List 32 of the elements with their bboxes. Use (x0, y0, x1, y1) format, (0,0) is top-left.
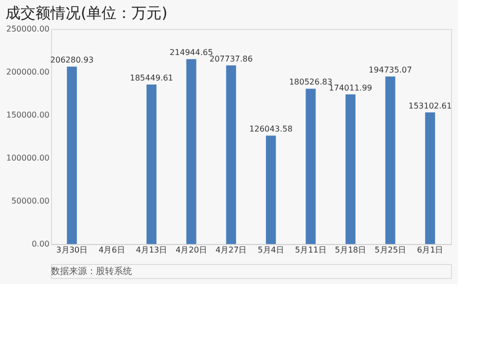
x-tick-label: 5月11日 (295, 246, 326, 254)
y-tick-label: 100000.00 (6, 154, 50, 162)
y-tick-label: 50000.00 (11, 196, 50, 206)
bar (385, 76, 396, 244)
bar (346, 94, 356, 244)
y-tick-label: 0.00 (32, 240, 50, 248)
bar (66, 66, 77, 244)
data-label: 126043.58 (249, 124, 293, 134)
x-tick-label: 6月1日 (417, 246, 444, 254)
source-note: 数据来源：股转系统 (51, 266, 132, 277)
bar (425, 112, 436, 244)
chart-title: 成交额情况(单位：万元) (6, 4, 168, 22)
data-label: 206280.93 (50, 56, 94, 65)
bar (266, 136, 276, 244)
bar (306, 88, 316, 244)
x-tick-label: 4月13日 (136, 246, 168, 254)
y-tick-label: 200000.00 (6, 68, 50, 76)
x-tick-label: 5月4日 (258, 246, 284, 254)
x-tick-label: 5月25日 (374, 246, 406, 254)
x-tick-label: 4月20日 (176, 246, 207, 254)
data-label: 194735.07 (368, 66, 412, 75)
bar (186, 59, 196, 244)
y-tick-label: 150000.00 (6, 110, 50, 120)
y-tick-label: 250000.00 (6, 24, 50, 34)
x-tick-label: 3月30日 (56, 246, 88, 254)
data-label: 153102.61 (408, 101, 452, 110)
data-label: 185449.61 (130, 74, 174, 83)
bar (226, 65, 236, 244)
bar (146, 84, 156, 244)
x-tick-label: 5月18日 (334, 246, 366, 254)
x-tick-label: 4月6日 (98, 246, 125, 254)
x-tick-label: 4月27日 (215, 246, 247, 254)
